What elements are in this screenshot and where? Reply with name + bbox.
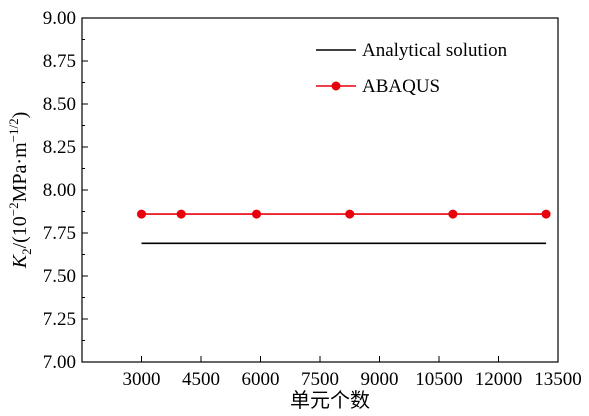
series-2 xyxy=(137,209,551,219)
x-tick-label: 13500 xyxy=(534,369,582,390)
x-tick-label: 6000 xyxy=(242,369,280,390)
data-point xyxy=(541,209,551,219)
y-tick-label: 7.75 xyxy=(43,223,76,244)
x-tick-label: 3000 xyxy=(123,369,161,390)
y-tick-label: 7.50 xyxy=(43,266,76,287)
legend: Analytical solution ABAQUS xyxy=(316,40,508,97)
x-tick-label: 4500 xyxy=(182,369,220,390)
y-tick-label: 8.25 xyxy=(43,137,76,158)
y-label-exp1: −2 xyxy=(6,202,21,216)
y-label-exp2: −1/2 xyxy=(6,118,21,142)
data-point xyxy=(345,209,355,219)
x-axis-title: 单元个数 xyxy=(290,389,370,412)
data-point xyxy=(176,209,186,219)
y-tick-label: 8.50 xyxy=(43,94,76,115)
data-point xyxy=(448,209,458,219)
plot-frame xyxy=(81,17,559,363)
y-tick-label: 8.00 xyxy=(43,180,76,201)
data-point xyxy=(252,209,262,219)
x-tick-label: 9000 xyxy=(361,369,399,390)
x-tick-label: 7500 xyxy=(301,369,339,390)
y-tick-label: 7.00 xyxy=(43,352,76,373)
data-point xyxy=(137,209,146,219)
y-axis-title: K2/(10−2MPa·m−1/2) xyxy=(6,112,34,270)
y-label-k-sub: 2 xyxy=(19,248,34,255)
legend-marker xyxy=(331,81,341,91)
y-tick-label: 7.25 xyxy=(43,309,76,330)
x-tick-label: 12000 xyxy=(475,369,523,390)
legend-label: ABAQUS xyxy=(362,76,440,97)
x-tick-label: 10500 xyxy=(415,369,463,390)
y-tick-label: 8.75 xyxy=(43,51,76,72)
y-tick-label: 9.00 xyxy=(43,8,76,29)
y-label-close: ) xyxy=(9,112,31,119)
y-label-unit: MPa·m xyxy=(9,142,31,202)
y-label-open: /(10 xyxy=(9,216,31,248)
legend-label: Analytical solution xyxy=(362,40,508,61)
y-label-k: K xyxy=(9,253,31,269)
svg-text:K2/(10−2MPa·m−1/2): K2/(10−2MPa·m−1/2) xyxy=(6,112,34,270)
